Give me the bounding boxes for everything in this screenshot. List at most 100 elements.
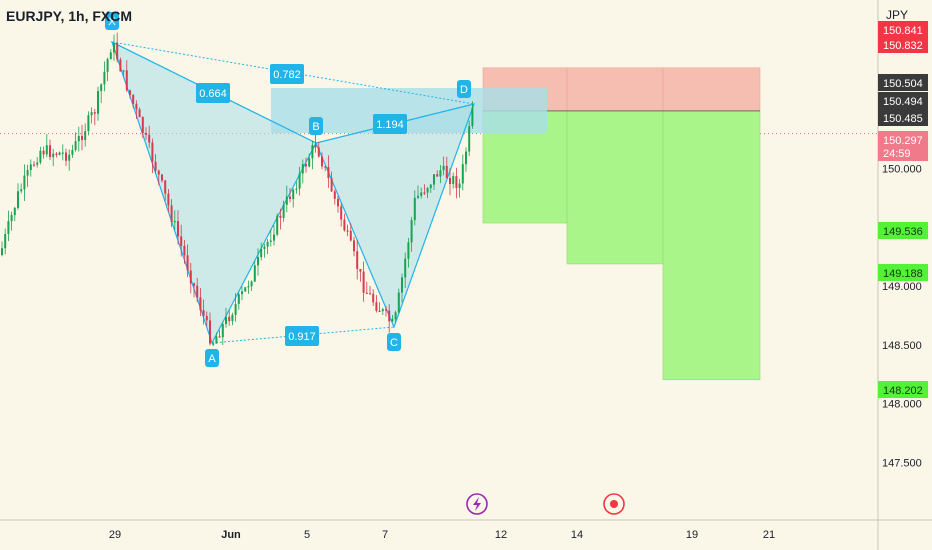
candle-body <box>106 59 109 72</box>
price-badge-green <box>878 264 928 281</box>
candle-body <box>4 234 7 249</box>
candle-body <box>391 319 394 322</box>
price-badge-value: 148.202 <box>883 385 923 397</box>
candle-body <box>449 177 451 185</box>
target-dot <box>610 500 618 508</box>
candle-body <box>372 293 375 303</box>
candle-body <box>321 156 323 167</box>
pattern-point-label: B <box>312 121 319 133</box>
candle-body <box>199 297 202 311</box>
candle-body <box>212 343 215 345</box>
pattern-point-c <box>387 333 401 351</box>
candle-body <box>375 302 378 311</box>
y-tick-label: 150.000 <box>882 164 922 176</box>
candle-body <box>103 71 106 85</box>
candle-body <box>455 176 458 188</box>
candle-body <box>29 164 32 171</box>
candle-body <box>125 70 128 91</box>
ratio-badge <box>196 83 230 103</box>
candle-body <box>154 161 157 171</box>
candle-body <box>349 230 352 241</box>
candle-body <box>148 134 151 143</box>
candle-body <box>164 180 167 194</box>
candle-body <box>170 205 173 223</box>
candle-body <box>247 286 250 288</box>
candle-body <box>308 158 311 167</box>
x-tick-label: Jun <box>221 529 241 541</box>
candle-body <box>161 174 163 181</box>
candle-body <box>397 292 400 313</box>
candle-body <box>471 107 474 127</box>
x-tick-label: 14 <box>571 529 583 541</box>
x-tick-label: 29 <box>109 529 121 541</box>
price-badge-green <box>878 381 928 398</box>
candle-body <box>452 176 455 185</box>
candle-body <box>359 268 362 272</box>
candle-body <box>388 310 391 322</box>
candle-body <box>109 52 112 60</box>
candle-body <box>87 115 90 132</box>
candle-body <box>458 183 461 188</box>
candle-body <box>269 240 272 242</box>
candle-body <box>385 309 387 311</box>
currency-label: JPY <box>886 8 909 22</box>
candle-body <box>193 283 195 286</box>
candle-body <box>369 293 371 295</box>
candle-body <box>404 258 407 278</box>
pattern-point-d <box>457 80 471 98</box>
candle-body <box>420 192 423 196</box>
candle-body <box>413 197 416 221</box>
candle-body <box>263 246 266 249</box>
pattern-point-label: C <box>390 337 398 349</box>
candle-body <box>433 174 435 185</box>
pattern-point-x <box>105 12 119 30</box>
ratio-label: 1.194 <box>376 119 404 131</box>
candle-body <box>33 164 35 166</box>
candle-body <box>90 112 93 116</box>
pattern-point-b <box>309 117 323 135</box>
candle-body <box>257 257 259 266</box>
candle-body <box>260 248 263 258</box>
candle-body <box>330 178 333 192</box>
target-zone-3 <box>662 110 761 381</box>
candle-body <box>173 221 176 223</box>
candle-body <box>289 196 291 200</box>
price-badge-value: 149.536 <box>883 226 923 238</box>
candle-body <box>84 131 87 140</box>
pattern-point-label: X <box>108 16 116 28</box>
pattern-point-a <box>205 349 219 367</box>
candle-body <box>417 195 419 198</box>
price-badge-dark <box>878 109 928 126</box>
candle-body <box>135 103 138 110</box>
candle-body <box>340 206 343 220</box>
candle-body <box>23 175 26 190</box>
price-badge-value: 150.504 <box>883 78 923 90</box>
candle-body <box>324 166 327 168</box>
candle-body <box>71 149 74 155</box>
candle-body <box>346 230 349 232</box>
candle-body <box>215 336 218 344</box>
candle-body <box>13 207 16 216</box>
candle-body <box>151 142 154 162</box>
candle-body <box>65 152 67 161</box>
candle-body <box>20 189 23 192</box>
price-badge-value: 150.485 <box>883 113 923 125</box>
candle-body <box>129 90 131 95</box>
ac-dotted-line <box>211 326 395 344</box>
candle-body <box>305 164 307 167</box>
symbol-title[interactable]: EURJPY, 1h, FXCM <box>6 8 133 24</box>
candle-body <box>39 150 42 163</box>
candle-body <box>202 310 205 316</box>
candle-body <box>141 117 144 134</box>
y-tick-label: 148.500 <box>882 340 922 352</box>
candle-body <box>295 188 298 190</box>
candle-body <box>426 188 429 193</box>
candle-body <box>423 192 426 194</box>
candle-body <box>42 150 45 155</box>
candle-body <box>407 242 410 259</box>
countdown-label: 24:59 <box>883 148 911 160</box>
candle-body <box>58 152 61 155</box>
candle-body <box>52 153 55 158</box>
